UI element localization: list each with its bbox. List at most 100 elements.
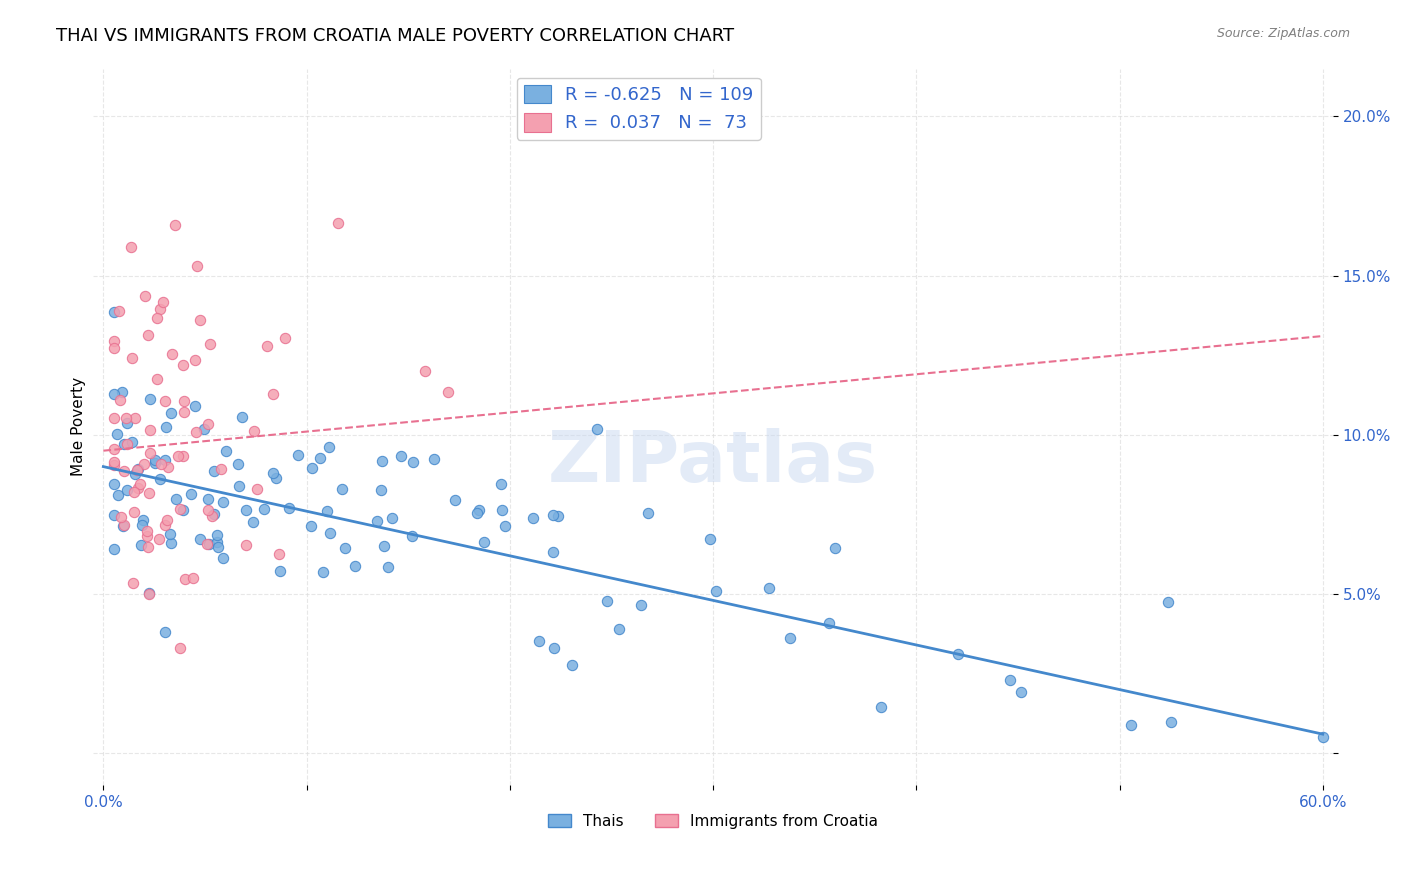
Point [205,535,228,549]
Point [706,584,728,599]
Point [1312,731,1334,745]
Point [186,425,208,439]
Point [167,450,190,464]
Point [467,503,489,517]
Point [136,524,159,539]
Point [180,486,202,500]
Point [172,503,194,517]
Point [107,487,129,501]
Legend: Thais, Immigrants from Croatia: Thais, Immigrants from Croatia [543,807,884,835]
Y-axis label: Male Poverty: Male Poverty [72,377,86,476]
Point [132,457,155,471]
Point [150,458,173,472]
Point [312,565,335,579]
Point [401,529,423,543]
Point [522,511,544,525]
Point [139,445,162,459]
Point [256,339,278,353]
Point [231,409,253,424]
Point [318,440,340,454]
Text: Source: ZipAtlas.com: Source: ZipAtlas.com [1216,27,1350,40]
Point [278,501,301,516]
Point [264,471,287,485]
Point [998,673,1021,688]
Point [136,328,159,343]
Point [193,422,215,436]
Point [246,483,269,497]
Point [173,394,195,409]
Text: ZIPatlas: ZIPatlas [548,428,879,497]
Point [699,533,721,547]
Point [103,341,125,355]
Point [131,517,153,532]
Point [115,416,138,430]
Point [195,537,218,551]
Point [112,518,135,533]
Point [637,506,659,520]
Point [197,537,219,551]
Point [212,550,235,565]
Point [143,456,166,470]
Point [287,449,309,463]
Point [630,598,652,612]
Point [103,542,125,557]
Point [541,508,564,522]
Point [138,423,160,437]
Point [149,472,172,486]
Point [413,363,436,377]
Point [197,503,219,517]
Point [818,616,841,631]
Point [103,334,125,348]
Point [343,558,366,573]
Point [160,406,183,420]
Point [1160,714,1182,729]
Point [156,513,179,527]
Point [146,310,169,325]
Point [162,347,184,361]
Point [159,526,181,541]
Point [529,633,551,648]
Point [138,585,160,599]
Point [202,507,225,521]
Point [543,641,565,656]
Point [607,623,630,637]
Point [153,625,176,640]
Point [228,479,250,493]
Point [145,372,167,386]
Point [153,517,176,532]
Point [138,392,160,406]
Point [115,437,138,451]
Point [779,631,801,645]
Point [205,527,228,541]
Point [197,417,219,431]
Point [262,387,284,401]
Point [824,541,846,555]
Point [103,305,125,319]
Point [541,545,564,559]
Point [183,352,205,367]
Point [253,502,276,516]
Point [226,457,249,471]
Point [181,571,204,585]
Point [596,594,619,608]
Point [108,304,131,318]
Point [373,539,395,553]
Point [467,506,489,520]
Point [1010,685,1032,699]
Point [165,492,187,507]
Point [121,435,143,450]
Point [381,510,404,524]
Point [138,587,160,601]
Point [242,424,264,438]
Point [110,510,132,524]
Point [299,519,322,533]
Point [201,508,224,523]
Point [326,216,349,230]
Point [103,458,125,472]
Point [148,532,170,546]
Point [132,513,155,527]
Point [124,504,146,518]
Point [494,519,516,533]
Point [110,384,132,399]
Point [215,444,238,458]
